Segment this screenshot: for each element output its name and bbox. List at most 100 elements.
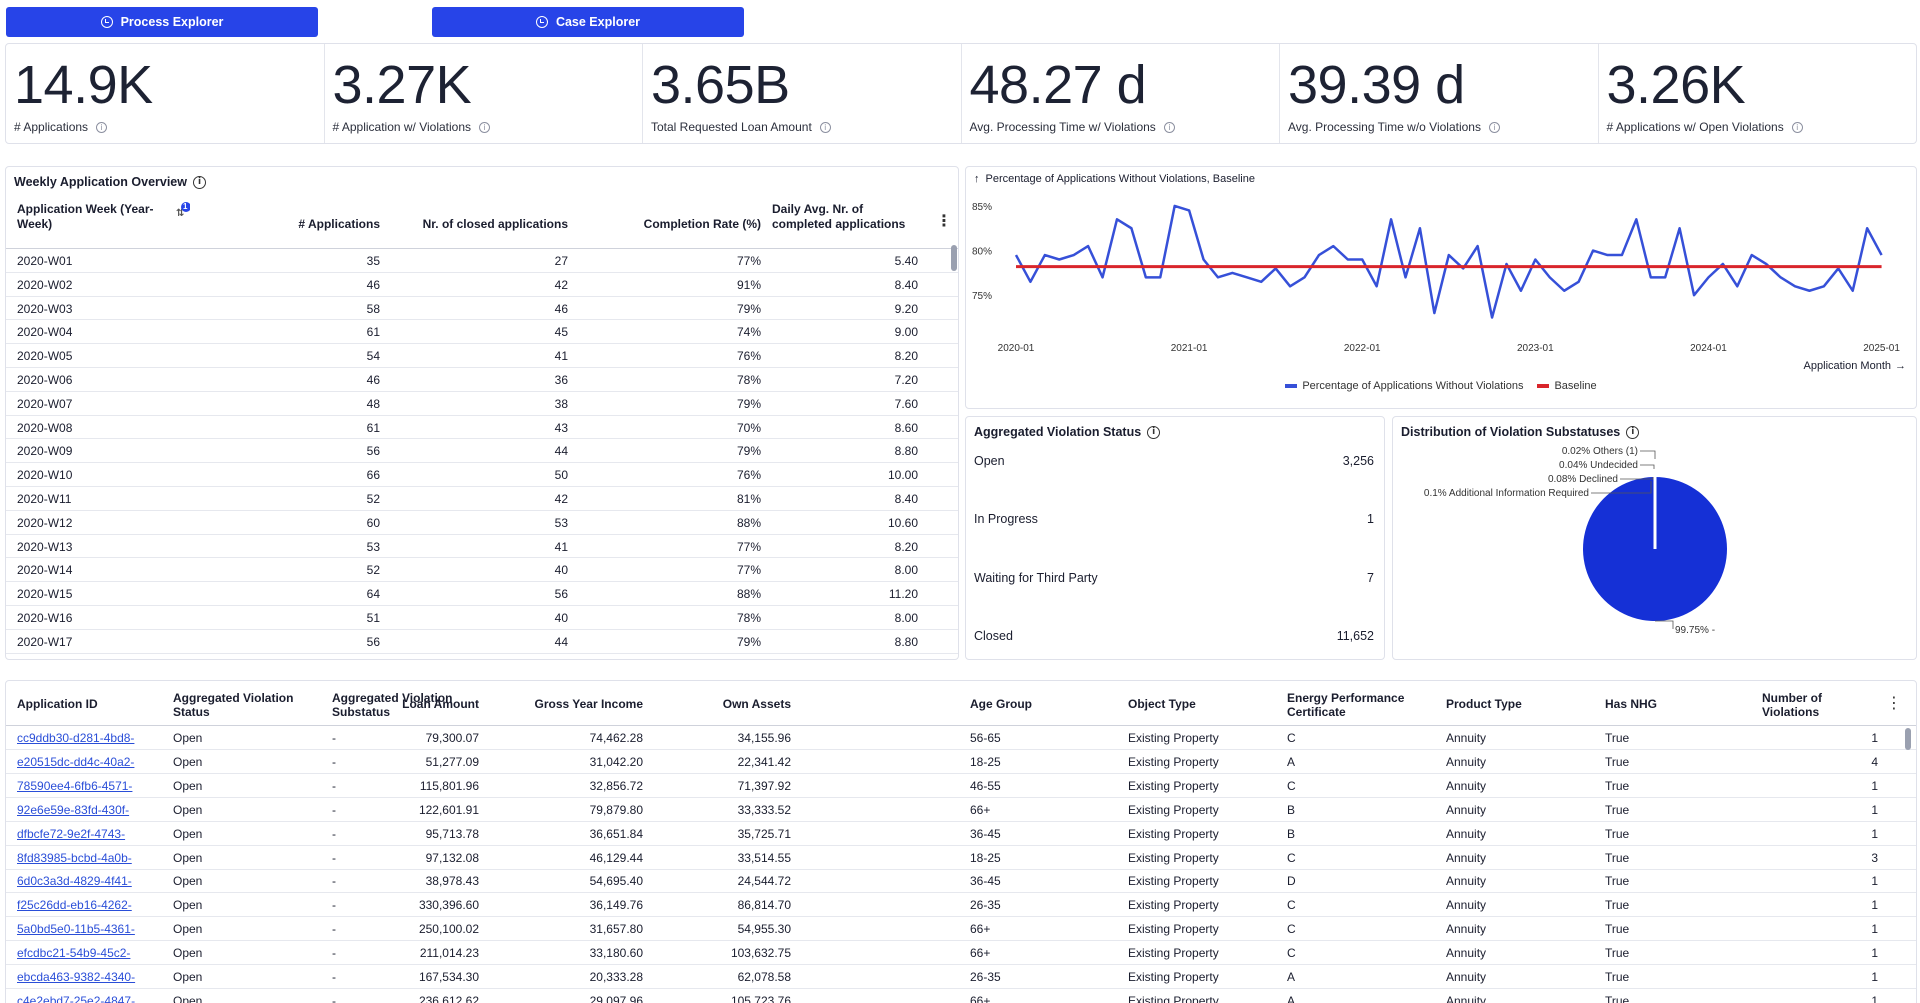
table-row[interactable]: 2020-W10 66 50 76% 10.00	[6, 463, 958, 487]
info-icon[interactable]: i	[819, 121, 831, 133]
cell-own-assets: 35,725.71	[737, 826, 791, 841]
table-row[interactable]: 2020-W04 61 45 74% 9.00	[6, 320, 958, 345]
cell-application-id[interactable]: 92e6e59e-83fd-430f-	[17, 802, 130, 817]
status-row-closed[interactable]: Closed 11,652	[974, 629, 1374, 643]
status-label: In Progress	[974, 512, 1038, 526]
col-header-own-assets[interactable]: Own Assets	[722, 697, 791, 711]
scrollbar-thumb[interactable]	[951, 245, 957, 271]
cell-has-nhg: True	[1605, 874, 1630, 889]
table-row[interactable]: 2020-W06 46 36 78% 7.20	[6, 368, 958, 392]
cell-application-id[interactable]: efcdbc21-54b9-45c2-	[17, 946, 131, 961]
table-row[interactable]: 2020-W17 56 44 79% 8.80	[6, 630, 958, 654]
col-header-product-type[interactable]: Product Type	[1446, 697, 1522, 711]
info-icon[interactable]: i	[1488, 121, 1500, 133]
case-explorer-button[interactable]: Case Explorer	[432, 7, 744, 37]
info-icon[interactable]: i	[1791, 121, 1803, 133]
table-row[interactable]: e20515dc-dd4c-40a2- Open - 51,277.09 31,042.…	[6, 750, 1916, 774]
table-row[interactable]: 78590ee4-6fb6-4571- Open - 115,801.96 32,856…	[6, 774, 1916, 798]
table-row[interactable]: 2020-W16 51 40 78% 8.00	[6, 606, 958, 630]
sort-icon[interactable]: ⇅ 1	[176, 202, 191, 221]
cell-application-id[interactable]: 5a0bd5e0-11b5-4361-	[17, 922, 135, 937]
col-header-closed[interactable]: Nr. of closed applications	[422, 217, 568, 231]
cell-application-id[interactable]: 78590ee4-6fb6-4571-	[17, 778, 133, 793]
table-row[interactable]: 5a0bd5e0-11b5-4361- Open - 250,100.02 31,657…	[6, 917, 1916, 942]
table-row[interactable]: 2020-W09 56 44 79% 8.80	[6, 439, 958, 464]
table-row[interactable]: 2020-W05 54 41 76% 8.20	[6, 344, 958, 368]
more-options-icon[interactable]: ⋮	[1886, 693, 1902, 712]
table-row[interactable]: 2020-W02 46 42 91% 8.40	[6, 273, 958, 297]
table-row[interactable]: 2020-W03 58 46 79% 9.20	[6, 297, 958, 321]
col-header-violation-substatus[interactable]: Aggregated Violation Substatus	[332, 691, 453, 719]
cell-application-id[interactable]: 8fd83985-bcbd-4a0b-	[17, 850, 132, 865]
table-row[interactable]: ebcda463-9382-4340- Open - 167,534.30 20,333…	[6, 965, 1916, 989]
kpi-total-loan-amount[interactable]: 3.65B Total Requested Loan Amount i	[643, 44, 962, 143]
status-row-open[interactable]: Open 3,256	[974, 454, 1374, 468]
kpi-processing-time-with-violations[interactable]: 48.27 d Avg. Processing Time w/ Violatio…	[962, 44, 1280, 143]
info-icon[interactable]: i	[192, 175, 206, 189]
col-header-completion-rate[interactable]: Completion Rate (%)	[643, 217, 761, 231]
col-header-loan-amount[interactable]: Loan Amount	[402, 697, 479, 711]
kpi-open-violations[interactable]: 3.26K # Applications w/ Open Violations i	[1599, 44, 1917, 143]
cell-application-id[interactable]: ebcda463-9382-4340-	[17, 970, 136, 984]
col-header-age-group[interactable]: Age Group	[970, 697, 1032, 711]
col-header-application-id[interactable]: Application ID	[17, 697, 98, 711]
legend-item-baseline[interactable]: Baseline	[1537, 380, 1597, 392]
cell-daily-avg: 10.00	[887, 468, 918, 483]
cell-loan-amount: 79,300.07	[425, 731, 479, 745]
kpi-applications[interactable]: 14.9K # Applications i	[6, 44, 325, 143]
table-row[interactable]: cc9ddb30-d281-4bd8- Open - 79,300.07 74,462.…	[6, 726, 1916, 750]
sort-arrow-icon[interactable]: ↑	[974, 173, 980, 185]
cell-completion-rate: 76%	[736, 349, 761, 364]
table-row[interactable]: 2020-W15 64 56 88% 11.20	[6, 582, 958, 606]
col-header-number-violations[interactable]: Number of Violations	[1762, 691, 1822, 719]
status-row-waiting[interactable]: Waiting for Third Party 7	[974, 571, 1374, 585]
kpi-applications-with-violations[interactable]: 3.27K # Application w/ Violations i	[325, 44, 643, 143]
col-header-energy-certificate[interactable]: Energy Performance Certificate	[1287, 691, 1405, 719]
info-icon[interactable]: i	[479, 121, 491, 133]
scrollbar-thumb[interactable]	[1905, 728, 1911, 750]
cell-week: 2020-W02	[17, 277, 73, 292]
series-line-percentage[interactable]	[1014, 204, 1883, 319]
info-icon[interactable]: i	[96, 121, 108, 133]
table-row[interactable]: c4e2ebd7-25e2-4847- Open - 236,612.62 29,097…	[6, 989, 1916, 1003]
table-row[interactable]: 2020-W07 48 38 79% 7.60	[6, 392, 958, 416]
info-icon[interactable]: i	[1147, 425, 1161, 439]
cell-application-id[interactable]: c4e2ebd7-25e2-4847-	[17, 993, 136, 1003]
cell-has-nhg: True	[1605, 826, 1630, 841]
table-row[interactable]: dfbcfe72-9e2f-4743- Open - 95,713.78 36,651.…	[6, 822, 1916, 846]
table-row[interactable]: 2020-W08 61 43 70% 8.60	[6, 416, 958, 440]
col-header-daily-avg[interactable]: Daily Avg. Nr. of completed applications	[772, 202, 906, 231]
cell-application-id[interactable]: 6d0c3a3d-4829-4f41-	[17, 874, 132, 889]
cell-application-id[interactable]: cc9ddb30-d281-4bd8-	[17, 731, 135, 745]
process-explorer-button[interactable]: Process Explorer	[6, 7, 318, 37]
table-row[interactable]: efcdbc21-54b9-45c2- Open - 211,014.23 33,180…	[6, 941, 1916, 966]
more-options-icon[interactable]: ⋮	[936, 211, 952, 230]
table-row[interactable]: 2020-W01 35 27 77% 5.40	[6, 249, 958, 273]
col-header-object-type[interactable]: Object Type	[1128, 697, 1196, 711]
col-header-week[interactable]: Application Week (Year-Week)	[17, 202, 154, 231]
legend-item-percentage[interactable]: Percentage of Applications Without Viola…	[1285, 380, 1523, 392]
table-row[interactable]: 92e6e59e-83fd-430f- Open - 122,601.91 79,879…	[6, 798, 1916, 822]
table-row[interactable]: 8fd83985-bcbd-4a0b- Open - 97,132.08 46,129.…	[6, 846, 1916, 870]
cell-application-id[interactable]: dfbcfe72-9e2f-4743-	[17, 826, 126, 841]
cell-number-violations: 1	[1871, 970, 1878, 984]
cell-product-type: Annuity	[1446, 874, 1487, 889]
cell-application-id[interactable]: f25c26dd-eb16-4262-	[17, 898, 132, 913]
col-header-violation-status[interactable]: Aggregated Violation Status	[173, 691, 294, 719]
x-axis-title[interactable]: Application Month →	[1804, 360, 1906, 372]
table-row[interactable]: 6d0c3a3d-4829-4f41- Open - 38,978.43 54,695.…	[6, 869, 1916, 894]
col-header-gross-income[interactable]: Gross Year Income	[534, 697, 643, 711]
kpi-processing-time-without-violations[interactable]: 39.39 d Avg. Processing Time w/o Violati…	[1280, 44, 1599, 143]
table-row[interactable]: 2020-W13 53 41 77% 8.20	[6, 535, 958, 559]
col-header-has-nhg[interactable]: Has NHG	[1605, 697, 1658, 711]
table-row[interactable]: 2020-W12 60 53 88% 10.60	[6, 511, 958, 535]
cell-application-id[interactable]: e20515dc-dd4c-40a2-	[17, 754, 135, 769]
status-row-in-progress[interactable]: In Progress 1	[974, 512, 1374, 526]
info-icon[interactable]: i	[1163, 121, 1175, 133]
table-row[interactable]: 2020-W18 49 35 71% 7.00	[6, 654, 958, 660]
info-icon[interactable]: i	[1626, 425, 1640, 439]
table-row[interactable]: f25c26dd-eb16-4262- Open - 330,396.60 36,149…	[6, 893, 1916, 918]
col-header-applications[interactable]: # Applications	[298, 217, 380, 231]
table-row[interactable]: 2020-W14 52 40 77% 8.00	[6, 558, 958, 583]
table-row[interactable]: 2020-W11 52 42 81% 8.40	[6, 487, 958, 511]
